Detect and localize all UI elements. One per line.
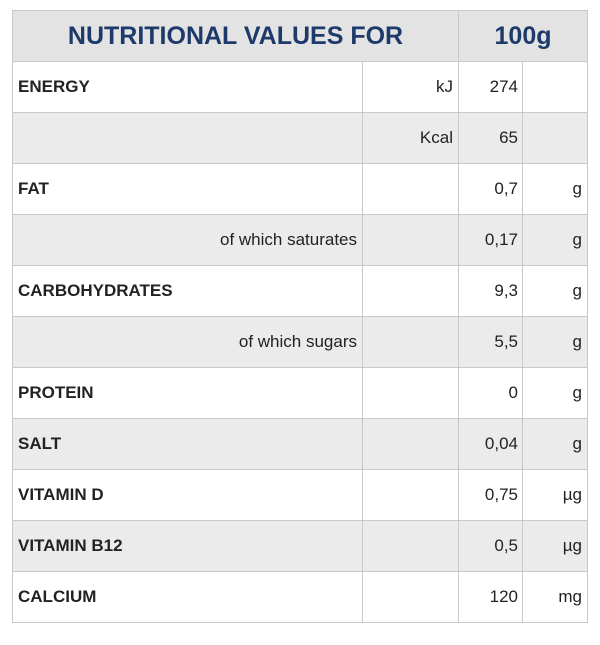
table-row: VITAMIN D 0,75 µg <box>12 469 589 521</box>
unit-label: Kcal <box>362 112 459 164</box>
empty-cell <box>362 163 459 215</box>
table-row: SALT 0,04 g <box>12 418 589 470</box>
empty-cell <box>12 112 363 164</box>
unit: mg <box>521 571 589 623</box>
row-label: VITAMIN B12 <box>12 520 363 572</box>
empty-cell <box>362 265 459 317</box>
unit: g <box>521 265 589 317</box>
value: 0,04 <box>458 418 523 470</box>
header-amount: 100g <box>457 10 589 62</box>
row-label: VITAMIN D <box>12 469 363 521</box>
empty-cell <box>521 61 589 113</box>
unit: g <box>521 214 589 266</box>
row-label: SALT <box>12 418 363 470</box>
value: 0,17 <box>458 214 523 266</box>
table-row: of which saturates 0,17 g <box>12 214 589 266</box>
table-row: FAT 0,7 g <box>12 163 589 215</box>
row-label: CALCIUM <box>12 571 363 623</box>
unit: g <box>521 367 589 419</box>
table-row: ENERGY kJ 274 <box>12 61 589 113</box>
unit: g <box>521 163 589 215</box>
header-row: NUTRITIONAL VALUES FOR 100g <box>12 10 589 62</box>
value: 5,5 <box>458 316 523 368</box>
table-row: VITAMIN B12 0,5 µg <box>12 520 589 572</box>
empty-cell <box>362 469 459 521</box>
row-sublabel: of which saturates <box>12 214 363 266</box>
value: 0,7 <box>458 163 523 215</box>
empty-cell <box>362 214 459 266</box>
table-body: ENERGY kJ 274 Kcal 65 FAT 0,7 g of which saturat… <box>12 61 589 623</box>
empty-cell <box>362 418 459 470</box>
nutrition-table: NUTRITIONAL VALUES FOR 100g ENERGY kJ 274 K… <box>12 10 589 623</box>
value: 0,5 <box>458 520 523 572</box>
unit: µg <box>521 520 589 572</box>
value: 65 <box>458 112 523 164</box>
table-row: PROTEIN 0 g <box>12 367 589 419</box>
table-row: CARBOHYDRATES 9,3 g <box>12 265 589 317</box>
empty-cell <box>362 520 459 572</box>
row-sublabel: of which sugars <box>12 316 363 368</box>
empty-cell <box>362 367 459 419</box>
unit-label: kJ <box>362 61 459 113</box>
row-label: FAT <box>12 163 363 215</box>
unit: g <box>521 418 589 470</box>
unit: µg <box>521 469 589 521</box>
value: 0,75 <box>458 469 523 521</box>
empty-cell <box>521 112 589 164</box>
value: 274 <box>458 61 523 113</box>
value: 120 <box>458 571 523 623</box>
empty-cell <box>362 571 459 623</box>
header-title: NUTRITIONAL VALUES FOR <box>12 10 459 62</box>
value: 9,3 <box>458 265 523 317</box>
table-row: CALCIUM 120 mg <box>12 571 589 623</box>
unit: g <box>521 316 589 368</box>
table-row: of which sugars 5,5 g <box>12 316 589 368</box>
row-label: PROTEIN <box>12 367 363 419</box>
row-label: ENERGY <box>12 61 363 113</box>
row-label: CARBOHYDRATES <box>12 265 363 317</box>
empty-cell <box>362 316 459 368</box>
table-row: Kcal 65 <box>12 112 589 164</box>
value: 0 <box>458 367 523 419</box>
